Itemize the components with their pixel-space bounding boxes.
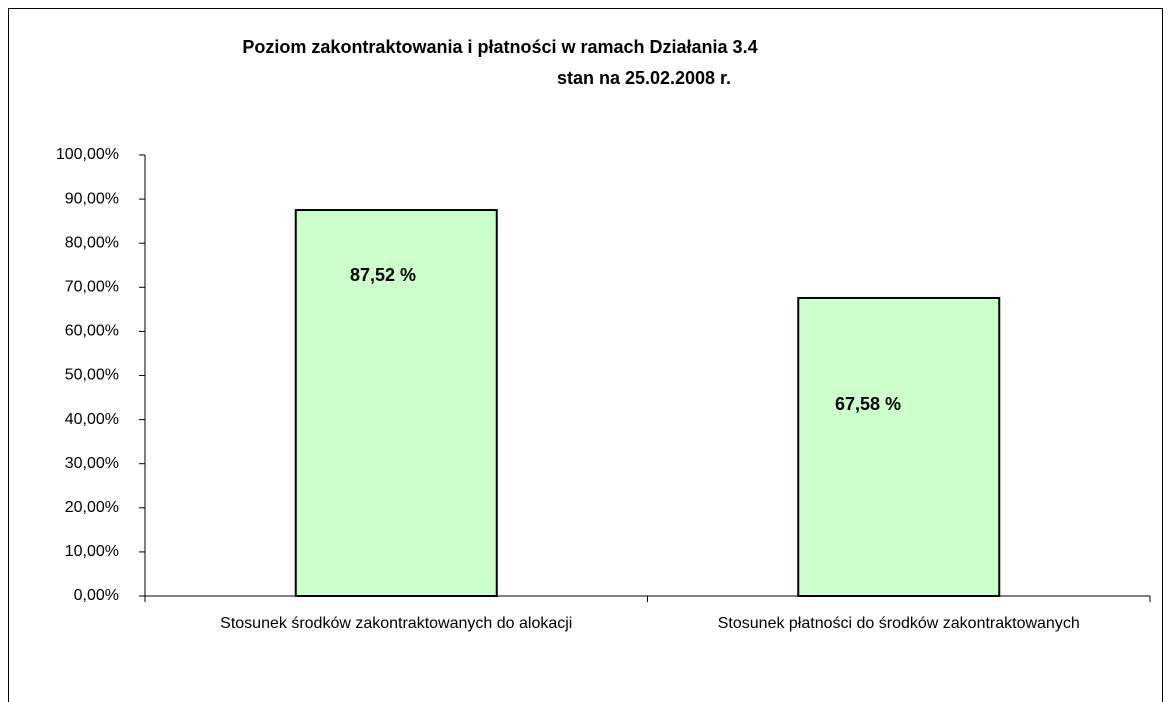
y-tick-label: 90,00% xyxy=(65,190,119,207)
chart-subtitle: stan na 25.02.2008 r. xyxy=(557,68,731,88)
data-label: 87,52 % xyxy=(350,265,416,285)
x-tick-label: Stosunek płatności do środków zakontrakt… xyxy=(717,615,1080,632)
bar xyxy=(294,209,498,597)
chart-title: Poziom zakontraktowania i płatności w ra… xyxy=(242,37,757,57)
y-tick-label: 70,00% xyxy=(65,279,119,296)
y-tick-label: 20,00% xyxy=(65,499,119,516)
bar xyxy=(797,296,1001,597)
y-tick-label: 0,00% xyxy=(74,587,119,604)
y-tick-label: 50,00% xyxy=(65,367,119,384)
data-label: 67,58 % xyxy=(835,394,901,414)
x-tick-label-box: Stosunek środków zakontraktowanych do al… xyxy=(220,615,573,632)
y-tick-label: 80,00% xyxy=(65,234,119,251)
y-tick-label: 60,00% xyxy=(65,323,119,340)
x-tick-label-box: Stosunek płatności do środków zakontrakt… xyxy=(717,615,1080,632)
y-tick-label: 10,00% xyxy=(65,543,119,560)
x-tick-label: Stosunek środków zakontraktowanych do al… xyxy=(220,615,573,632)
y-tick-label: 40,00% xyxy=(65,411,119,428)
y-tick-label: 30,00% xyxy=(65,455,119,472)
y-tick-label: 100,00% xyxy=(56,146,119,163)
